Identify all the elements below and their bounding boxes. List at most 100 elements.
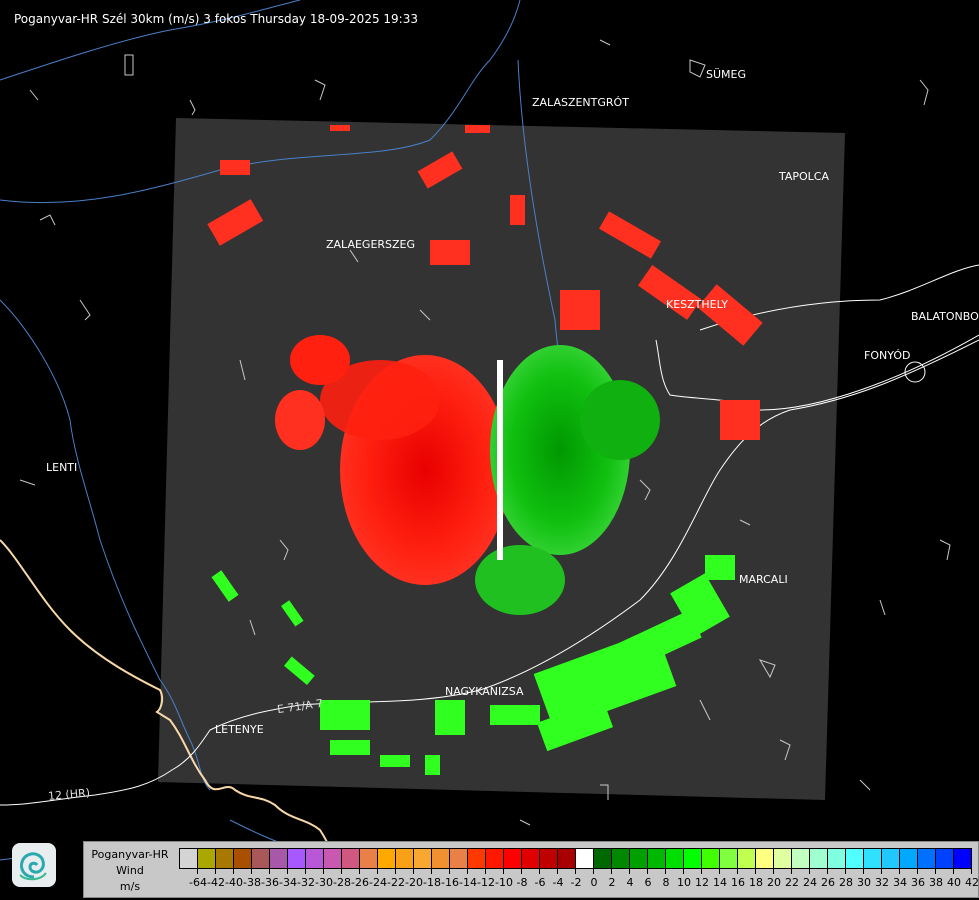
legend-tick-label: -4 [552,876,564,889]
legend-swatch [468,849,486,868]
legend-tick-mark [359,868,360,874]
legend-tick-mark [467,868,468,874]
legend-tick-mark [413,868,414,874]
legend-tick-mark [323,868,324,874]
legend-swatch [936,849,954,868]
legend-tick-mark [233,868,234,874]
legend-tick-label: -36 [261,876,279,889]
legend-tick-label: 28 [839,876,853,889]
legend-swatch [486,849,504,868]
legend-tick-label: 36 [911,876,925,889]
settlement-outlines [19,39,951,826]
legend-tick-label: -10 [495,876,513,889]
legend-tick-mark [395,868,396,874]
legend-swatch [810,849,828,868]
legend-swatch [738,849,756,868]
radar-echoes [207,125,763,775]
legend-swatch [918,849,936,868]
legend-tick-label: 18 [749,876,763,889]
legend-tick-label: 2 [608,876,616,889]
legend-tick-mark [593,868,594,874]
legend-tick-label: 14 [713,876,727,889]
legend-swatch [432,849,450,868]
legend-swatch [378,849,396,868]
place-lenti: LENTI [46,461,78,474]
place-balatonboglar: BALATONBO [911,310,979,323]
legend-tick-mark [629,868,630,874]
legend-tick-label: 38 [929,876,943,889]
legend-tick-mark [791,868,792,874]
logo [12,843,56,887]
legend-tick-label: 8 [662,876,670,889]
legend-tick-mark [953,868,954,874]
legend-swatch [774,849,792,868]
legend-tick-label: -28 [333,876,351,889]
legend-swatch [558,849,576,868]
legend-swatch [648,849,666,868]
legend-tick-mark [719,868,720,874]
legend-tick-label: 34 [893,876,907,889]
legend-swatch [864,849,882,868]
legend-tick-mark [251,868,252,874]
place-letenye: LETENYE [215,723,264,736]
legend-swatch [522,849,540,868]
legend-tick-mark [647,868,648,874]
legend-tick-mark [377,868,378,874]
legend-tick-mark [575,868,576,874]
place-fonyod: FONYÓD [864,349,911,362]
legend-tick-mark [431,868,432,874]
legend-tick-label: -34 [279,876,297,889]
legend-swatch [900,849,918,868]
legend-swatch [396,849,414,868]
legend-tick-mark [449,868,450,874]
legend-swatch [882,849,900,868]
legend-tick-label: 10 [677,876,691,889]
legend-swatch [306,849,324,868]
legend-swatch [702,849,720,868]
legend-tick-label: -32 [297,876,315,889]
legend-tick-label: 30 [857,876,871,889]
legend-tick-label: -16 [441,876,459,889]
legend-swatch [846,849,864,868]
swirl-logo-icon [19,852,47,881]
legend-tick-mark [683,868,684,874]
legend-tick-mark [305,868,306,874]
place-keszthely: KESZTHELY [666,298,729,311]
legend-tick-label: -20 [405,876,423,889]
legend-tick-label: -22 [387,876,405,889]
legend-tick-label: 22 [785,876,799,889]
legend-tick-mark [881,868,882,874]
legend-swatch [198,849,216,868]
legend-swatch [612,849,630,868]
legend-tick-mark [755,868,756,874]
legend-tick-label: 26 [821,876,835,889]
legend-tick-label: -12 [477,876,495,889]
legend-tick-mark [503,868,504,874]
legend-tick-mark [827,868,828,874]
place-nagykanizsa: NAGYKANIZSA [445,685,524,698]
legend-tick-mark [521,868,522,874]
legend-tick-label: 42 [965,876,979,889]
legend-swatch [252,849,270,868]
legend-swatch [360,849,378,868]
legend-tick-label: -64 [189,876,207,889]
legend-tick-label: 0 [590,876,598,889]
legend-swatch [576,849,594,868]
legend-tick-mark [701,868,702,874]
legend-tick-label: -42 [207,876,225,889]
place-sumeg: SÜMEG [706,68,746,81]
place-marcali: MARCALI [739,573,788,586]
legend-title: Poganyvar-HR Wind m/s [84,847,176,895]
map-title: Poganyvar-HR Szél 30km (m/s) 3 fokos Thu… [14,12,418,26]
legend-swatch [450,849,468,868]
legend-swatch [324,849,342,868]
legend-tick-mark [773,868,774,874]
legend-swatch [666,849,684,868]
legend-swatch [180,849,198,868]
legend-swatch [288,849,306,868]
legend-tick-mark [863,868,864,874]
legend-tick-mark [269,868,270,874]
legend-swatch [342,849,360,868]
legend-swatch [594,849,612,868]
